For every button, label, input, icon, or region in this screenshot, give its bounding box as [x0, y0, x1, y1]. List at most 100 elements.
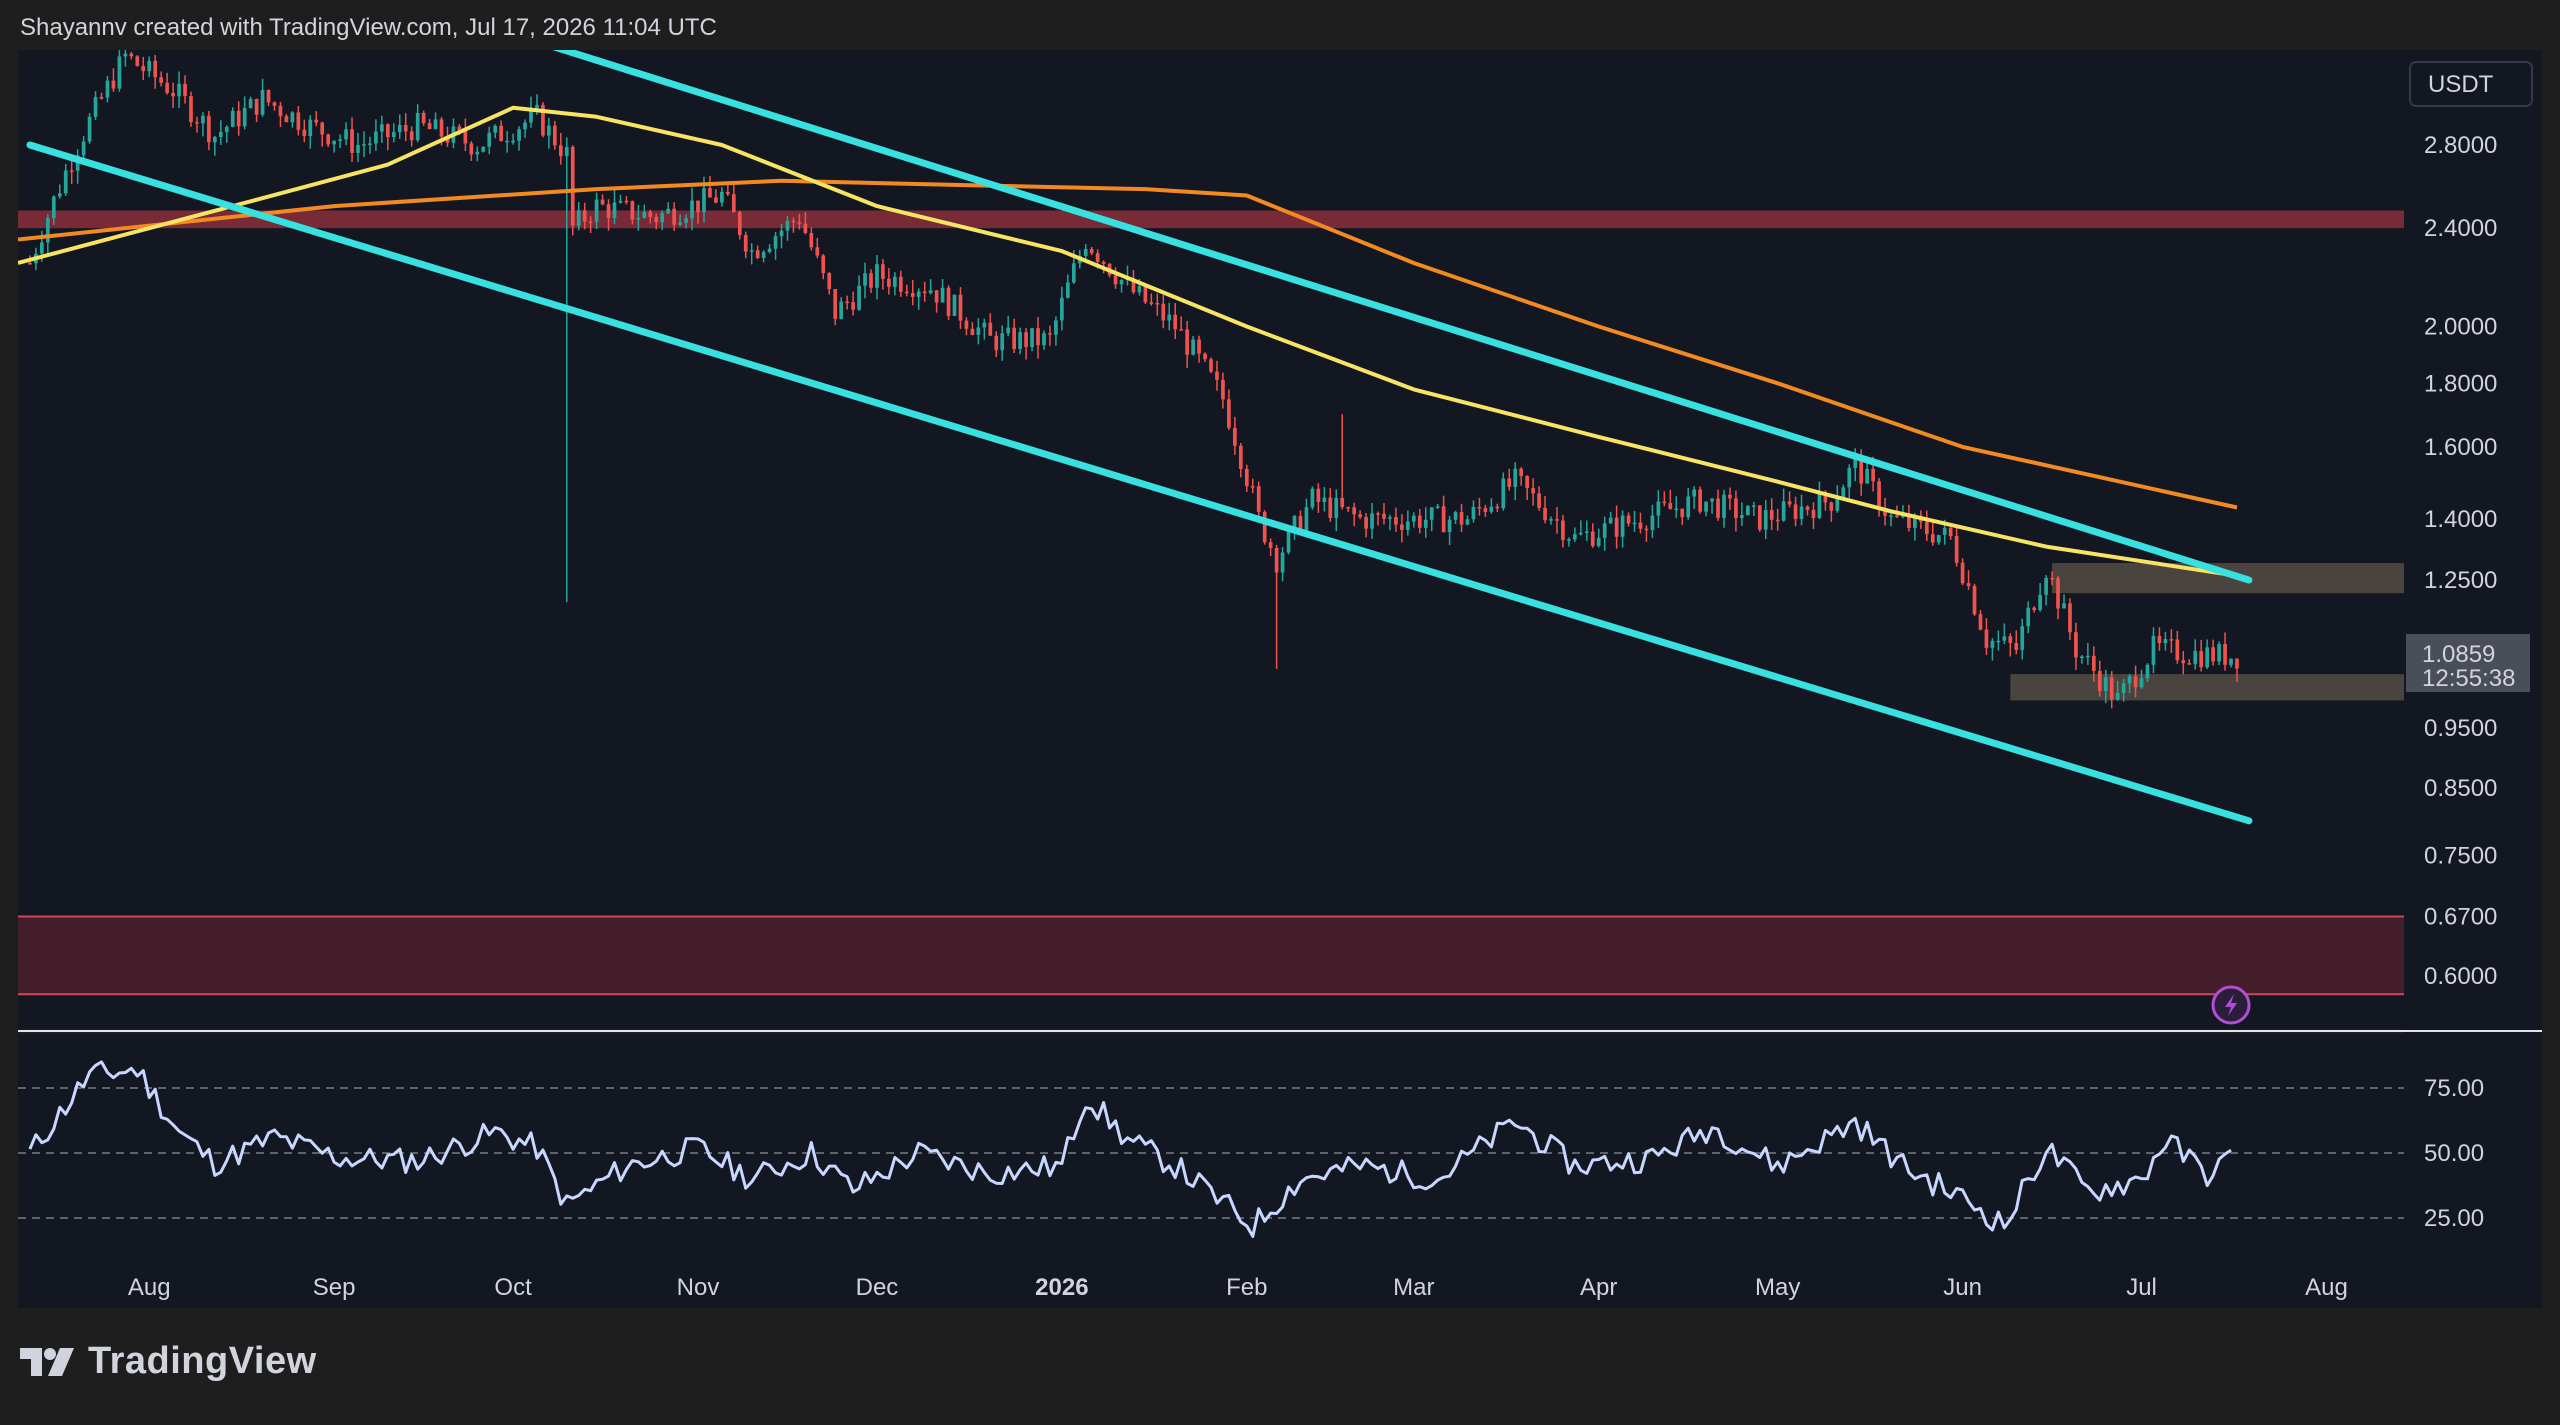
time-axis-label: Nov: [677, 1274, 720, 1301]
time-axis-label: Oct: [494, 1274, 532, 1301]
candle-body: [785, 220, 790, 231]
candle-body: [1244, 468, 1249, 487]
candle-body: [2080, 656, 2084, 658]
candle-body: [749, 250, 754, 252]
candle-body: [1119, 280, 1124, 285]
candle-body: [2038, 594, 2042, 611]
candle-body: [845, 301, 849, 304]
candle-body: [1060, 297, 1064, 321]
candle-body: [1089, 249, 1094, 254]
candle-body: [1238, 445, 1243, 469]
rsi-tick-label: 25.00: [2424, 1205, 2484, 1232]
candle-body: [1262, 511, 1267, 543]
time-axis-label: Jul: [2126, 1274, 2157, 1301]
candle-body: [189, 96, 193, 123]
candle-body: [1358, 514, 1362, 518]
candle-body: [2115, 693, 2120, 700]
candle-body: [260, 90, 265, 115]
time-axis-label: Sep: [313, 1274, 356, 1301]
candle-body: [642, 211, 647, 218]
candle-body: [1179, 329, 1184, 331]
candle-body: [380, 124, 384, 132]
candle-body: [1501, 478, 1506, 509]
candle-body: [1334, 497, 1339, 518]
candle-body: [1083, 249, 1088, 256]
price-tick-label: 0.9500: [2424, 715, 2497, 742]
candle-body: [594, 199, 599, 222]
candle-body: [1990, 640, 1995, 648]
candle-body: [1722, 494, 1726, 518]
candle-body: [278, 105, 283, 117]
candle-body: [1209, 359, 1213, 372]
candle-body: [1483, 508, 1488, 512]
candle-body: [463, 130, 468, 144]
candle-body: [1507, 478, 1512, 487]
currency-label-box[interactable]: [2409, 61, 2533, 107]
candle-body: [696, 200, 700, 213]
candle-body: [487, 132, 492, 147]
candle-body: [517, 129, 521, 141]
candle-body: [1018, 332, 1022, 349]
candle-body: [135, 56, 140, 66]
time-axis-label: May: [1755, 1274, 1800, 1301]
candle-body: [1930, 534, 1935, 543]
price-tick-label: 0.8500: [2424, 775, 2497, 802]
candle-body: [87, 116, 92, 142]
candle-body: [857, 285, 861, 310]
candle-body: [99, 97, 104, 99]
candle-body: [887, 278, 891, 287]
time-axis-label: Aug: [2305, 1274, 2348, 1301]
channel-upper-line[interactable]: [483, 25, 2253, 584]
candle-body: [1459, 512, 1464, 525]
candle-body: [1638, 522, 1643, 529]
candle-body: [1364, 517, 1368, 529]
candle-body: [338, 139, 342, 141]
candle-body: [904, 291, 909, 294]
candle-body: [1996, 640, 2001, 643]
current-price-value: 1.0859: [2422, 641, 2495, 668]
candle-body: [332, 140, 336, 145]
candle-body: [1131, 278, 1136, 293]
candle-body: [1740, 515, 1744, 518]
candle-body: [2002, 636, 2007, 641]
candle-body: [922, 291, 927, 294]
candle-body: [2199, 650, 2204, 668]
candle-body: [1006, 327, 1011, 334]
candle-body: [1644, 528, 1649, 531]
candle-body: [1811, 509, 1816, 519]
candle-body: [958, 294, 963, 321]
candle-body: [1405, 521, 1410, 530]
candle-body: [952, 294, 957, 316]
time-axis-label: Dec: [856, 1274, 899, 1301]
candle-body: [457, 126, 462, 131]
candle-body: [290, 112, 295, 123]
candle-body: [1769, 510, 1774, 520]
candle-body: [1650, 515, 1655, 531]
candle-body: [1531, 487, 1535, 494]
candle-body: [63, 170, 68, 194]
candle-body: [2014, 643, 2019, 650]
candle-body: [1101, 261, 1106, 264]
candle-body: [1071, 263, 1076, 283]
candle-body: [1221, 379, 1225, 400]
candle-body: [385, 124, 390, 138]
candle-body: [529, 109, 533, 123]
channel-lower-line[interactable]: [26, 141, 2253, 825]
candle-body: [1895, 515, 1899, 517]
candle-body: [1411, 515, 1416, 522]
price-pane[interactable]: [18, 50, 2404, 1029]
candle-body: [964, 320, 969, 329]
candle-body: [1799, 506, 1804, 519]
candle-body: [481, 146, 486, 152]
candle-body: [475, 151, 480, 155]
candle-body: [1781, 501, 1786, 521]
candle-body: [755, 250, 760, 258]
candle-body: [1656, 501, 1661, 516]
candle-body: [1024, 332, 1028, 347]
candle-body: [636, 217, 641, 220]
candle-body: [2068, 603, 2072, 633]
candle-body: [1686, 496, 1691, 518]
rsi-pane[interactable]: [18, 1034, 2404, 1260]
candle-body: [2056, 578, 2060, 609]
